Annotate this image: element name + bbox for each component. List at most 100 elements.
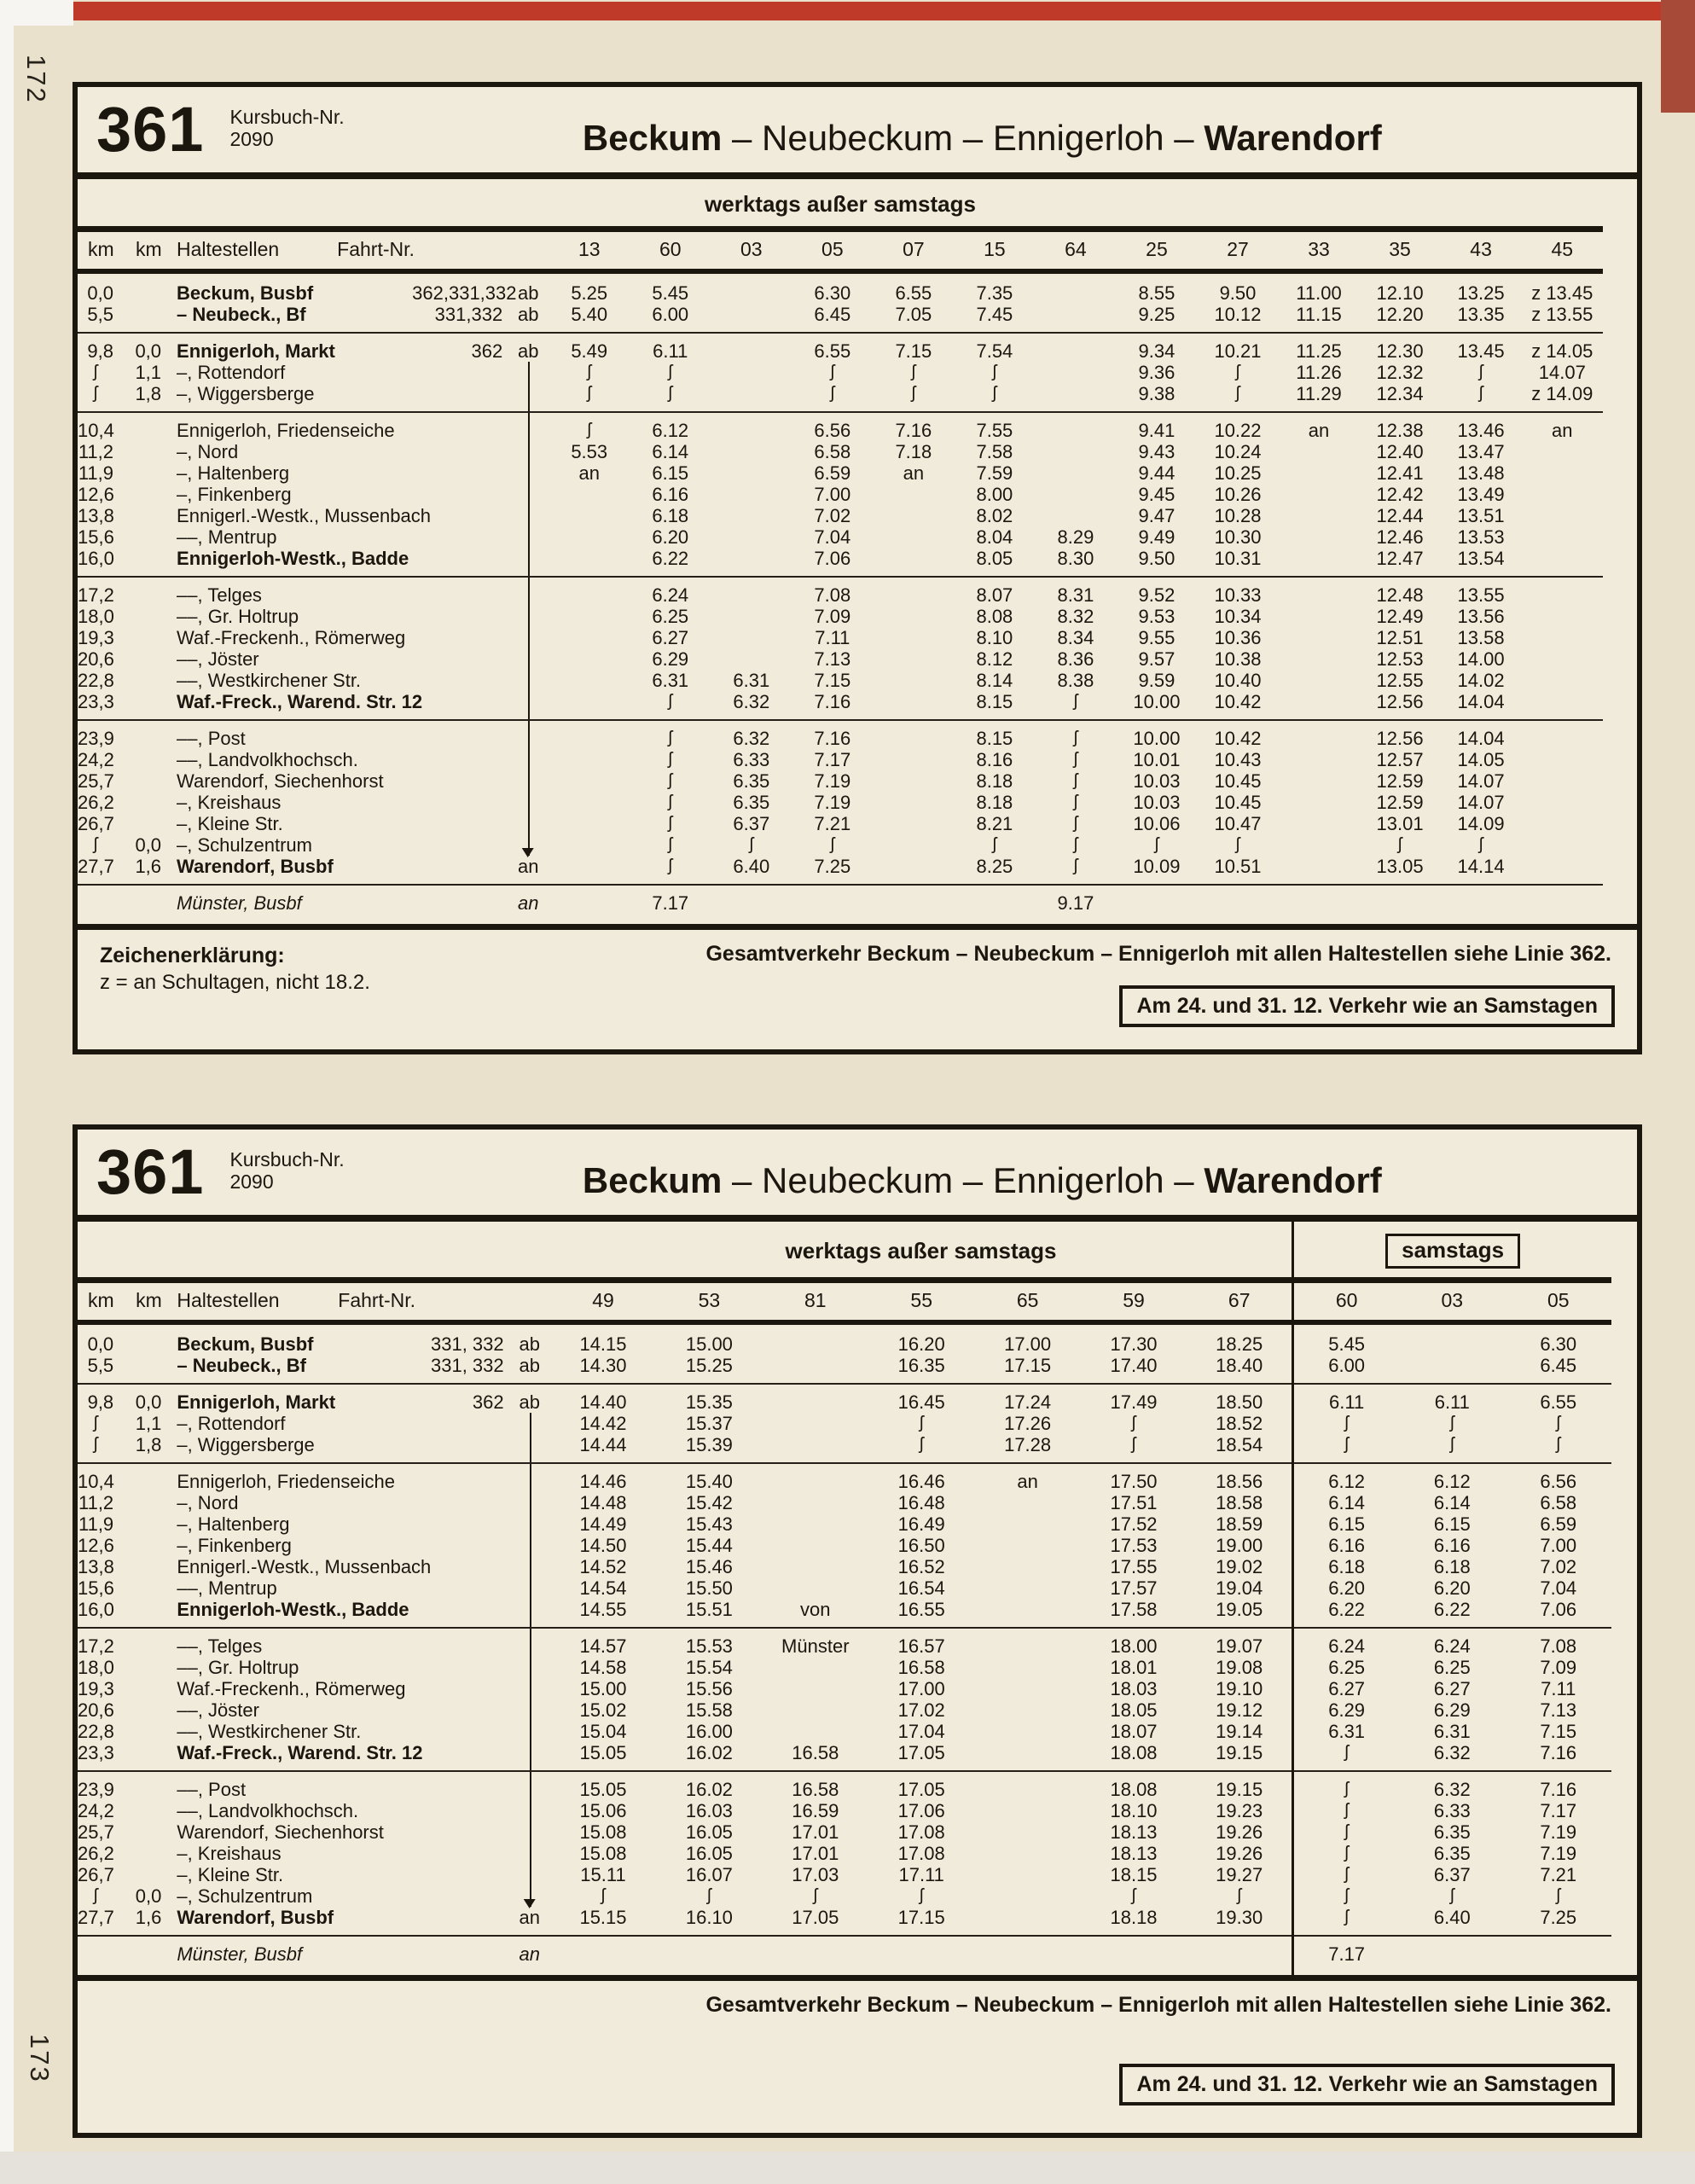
stop-row: 18,0 ––, Gr. Holtrup 6.25 7.09 8.08 8.32 9.53 1… xyxy=(78,606,1603,627)
time-cell xyxy=(763,1699,868,1721)
time-cell: ʃ xyxy=(1131,1414,1136,1432)
time-cell: 15.56 xyxy=(685,1678,733,1699)
time-cell: 15.05 xyxy=(579,1779,627,1800)
stop-row: 22,8 ––, Westkirchener Str. 6.31 6.31 7.15 8.… xyxy=(78,670,1603,691)
time-cell xyxy=(1279,834,1360,856)
stop-row: 23,3 Waf.-Freck., Warend. Str. 12 15.05 16.… xyxy=(78,1742,1611,1772)
ab-an-cell xyxy=(508,813,549,834)
service-note-saturday-cell: samstags xyxy=(1292,1222,1611,1283)
time-cell: 7.04 xyxy=(814,526,851,548)
km-cell: 1,1 xyxy=(135,1413,162,1434)
time-cell: 18.59 xyxy=(1216,1513,1263,1535)
time-cell xyxy=(1399,1355,1506,1385)
time-cell: 14.02 xyxy=(1457,670,1505,691)
stop-row: 0,0 Beckum, Busbf 331, 332 ab 14.15 15.00 16.2… xyxy=(78,1322,1611,1355)
km-cell: 1,8 xyxy=(125,383,174,413)
time-cell: ʃ xyxy=(1292,1800,1400,1821)
time-cell: 15.02 xyxy=(579,1699,627,1721)
time-cell: 16.58 xyxy=(762,1742,868,1772)
time-cell: 8.14 xyxy=(976,670,1013,691)
km-cell xyxy=(125,1463,173,1492)
time-cell: 10.31 xyxy=(1197,548,1279,578)
time-cell: 17.57 xyxy=(1110,1577,1158,1599)
time-cell: 6.30 xyxy=(1540,1333,1577,1355)
stop-row: 18,0 ––, Gr. Holtrup 14.58 15.54 16.58 18.01 1… xyxy=(78,1657,1611,1678)
time-cell: 9.57 xyxy=(1138,648,1175,670)
stop-row: 5,5 – Neubeck., Bf 331, 332 ab 14.30 15.25 16.… xyxy=(78,1355,1611,1385)
time-cell: 19.23 xyxy=(1216,1800,1263,1821)
stop-row: 11,2 –, Nord 14.48 15.42 16.48 17.51 18.58 6.14… xyxy=(78,1492,1611,1513)
ab-an-cell xyxy=(508,548,549,578)
trip-number-header: 05 xyxy=(1505,1280,1611,1325)
time-cell: 10.01 xyxy=(1133,749,1181,770)
time-cell: ʃ xyxy=(1556,1886,1560,1905)
time-cell: 6.40 xyxy=(711,856,792,886)
time-cell: 18.01 xyxy=(1110,1657,1158,1678)
time-cell: ʃ xyxy=(707,1886,711,1905)
ab-an-cell: ab xyxy=(519,1391,540,1413)
time-cell: 7.15 xyxy=(1540,1721,1577,1742)
stop-row: ʃ 1,8 –, Wiggersberge ʃ ʃ ʃ ʃ ʃ 9.38 ʃ 11.29 12.34 ʃ… xyxy=(78,383,1603,413)
time-cell: 13.05 xyxy=(1359,856,1441,886)
time-cell: 19.00 xyxy=(1216,1535,1263,1556)
time-cell xyxy=(1522,720,1603,749)
time-cell xyxy=(1522,526,1603,548)
trip-number-ref xyxy=(412,441,508,462)
time-cell xyxy=(873,856,955,886)
time-cell: ʃ xyxy=(668,835,672,854)
time-cell: ʃ xyxy=(868,1434,975,1464)
time-cell xyxy=(549,606,630,627)
time-cell: 10.22 xyxy=(1214,420,1262,441)
time-cell: 17.55 xyxy=(1110,1556,1158,1577)
time-cell xyxy=(1035,362,1116,383)
time-cell: 12.53 xyxy=(1376,648,1424,670)
ab-an-cell xyxy=(508,691,549,721)
time-cell: 12.47 xyxy=(1359,548,1441,578)
time-cell: 8.32 xyxy=(1057,606,1094,627)
time-cell: 7.08 xyxy=(814,584,851,606)
continuation-line xyxy=(528,834,531,856)
holiday-note-wrap: Am 24. und 31. 12. Verkehr wie an Samsta… xyxy=(100,985,1615,1027)
time-cell: 8.04 xyxy=(976,526,1013,548)
trip-number-header: 15 xyxy=(954,229,1036,274)
time-cell: 10.42 xyxy=(1197,691,1279,721)
time-cell xyxy=(763,1577,868,1599)
time-cell: ʃ xyxy=(1450,1414,1454,1432)
ab-an-cell xyxy=(508,1434,550,1464)
time-cell xyxy=(1506,1936,1612,1975)
time-cell xyxy=(762,1355,868,1385)
km-cell xyxy=(125,770,173,792)
stop-name: –, Finkenberg xyxy=(177,1535,292,1556)
time-cell xyxy=(711,441,792,462)
time-cell: ʃ xyxy=(1073,835,1078,854)
time-cell: 8.36 xyxy=(1057,648,1094,670)
trip-number-header: 03 xyxy=(1399,1280,1506,1325)
legend-text: z = an Schultagen, nicht 18.2. xyxy=(100,971,370,994)
km-cell: 22,8 xyxy=(78,1721,114,1742)
ab-an-cell xyxy=(509,1492,550,1513)
stop-name: ––, Westkirchener Str. xyxy=(177,1721,362,1742)
km-cell: 1,8 xyxy=(125,1434,174,1464)
ab-an-cell: ab xyxy=(517,282,539,304)
stop-name: –, Haltenberg xyxy=(177,1513,290,1535)
time-cell: 7.06 xyxy=(792,548,874,578)
time-cell: 8.02 xyxy=(976,505,1013,526)
trip-number-ref xyxy=(412,792,508,813)
km-cell: 1,6 xyxy=(125,856,174,886)
km-cell: 17,2 xyxy=(78,584,114,606)
timetable-grid: werktags außer samstags km km Haltestellen F… xyxy=(78,179,1603,924)
time-cell: 6.29 xyxy=(652,648,689,670)
time-cell: 8.18 xyxy=(976,770,1013,792)
trip-number-header: 59 xyxy=(1080,1280,1187,1325)
time-cell: 6.56 xyxy=(814,420,851,441)
continuation-line xyxy=(529,1413,531,1434)
time-cell: 17.52 xyxy=(1110,1513,1158,1535)
time-cell xyxy=(763,1463,868,1492)
km-cell xyxy=(125,1936,173,1975)
time-cell: 10.36 xyxy=(1214,627,1262,648)
time-cell: 12.20 xyxy=(1359,304,1441,334)
stop-name: ––, Landvolkhochsch. xyxy=(177,749,358,770)
km-cell xyxy=(125,1864,173,1885)
time-cell: 19.12 xyxy=(1216,1699,1263,1721)
time-cell xyxy=(1522,441,1603,462)
